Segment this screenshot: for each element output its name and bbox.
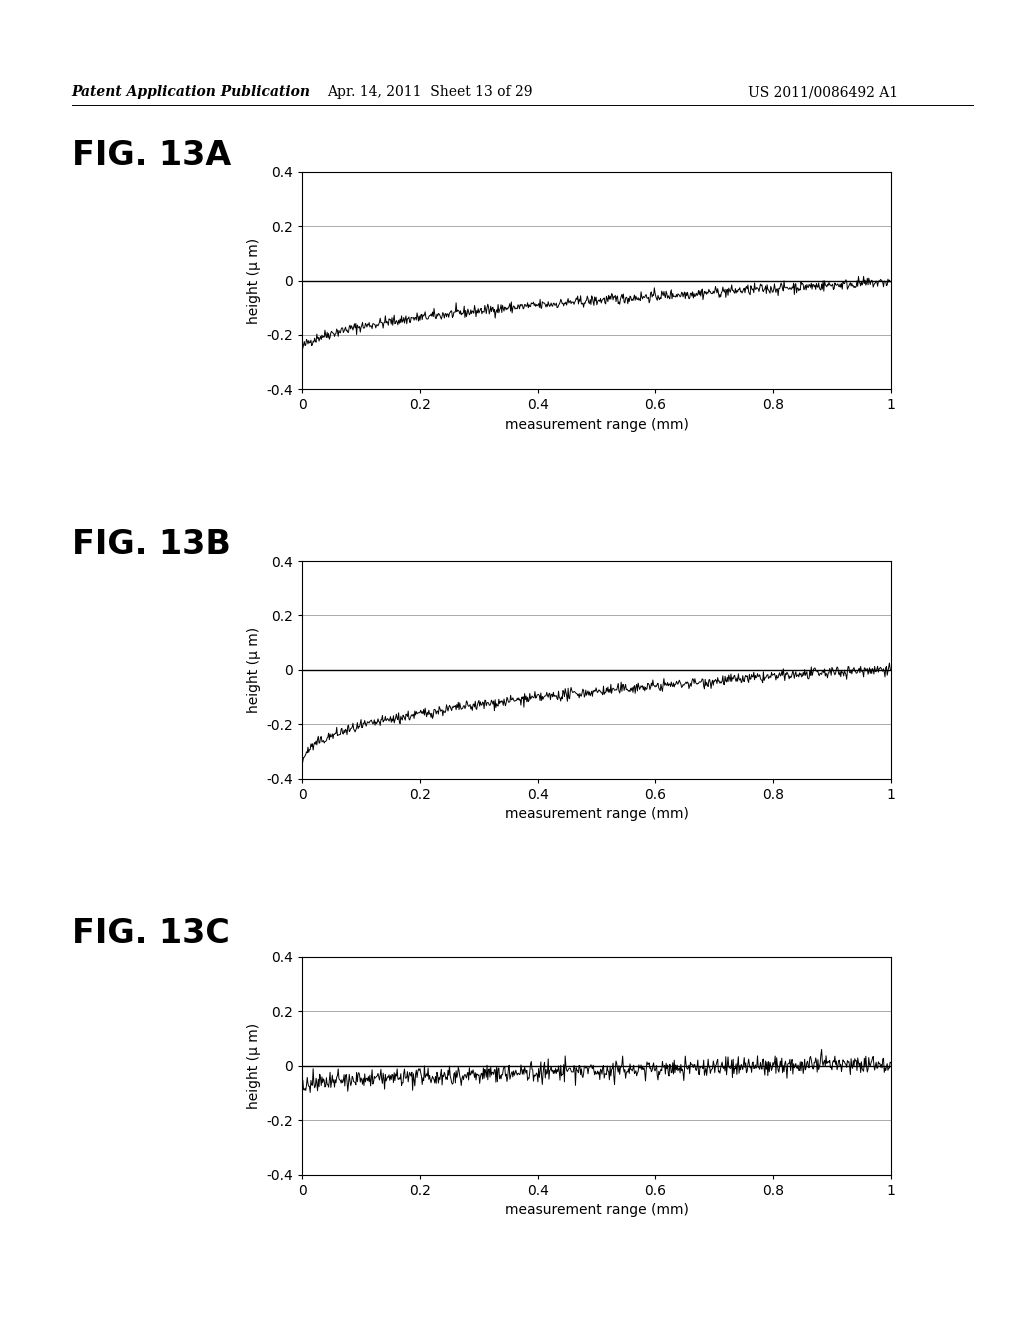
Y-axis label: height (μ m): height (μ m) [247, 627, 261, 713]
Text: FIG. 13A: FIG. 13A [72, 139, 231, 172]
X-axis label: measurement range (mm): measurement range (mm) [505, 1204, 688, 1217]
Text: Apr. 14, 2011  Sheet 13 of 29: Apr. 14, 2011 Sheet 13 of 29 [328, 84, 532, 99]
X-axis label: measurement range (mm): measurement range (mm) [505, 418, 688, 432]
Y-axis label: height (μ m): height (μ m) [247, 1023, 261, 1109]
Text: Patent Application Publication: Patent Application Publication [72, 84, 310, 99]
Y-axis label: height (μ m): height (μ m) [247, 238, 261, 323]
Text: FIG. 13B: FIG. 13B [72, 528, 230, 561]
X-axis label: measurement range (mm): measurement range (mm) [505, 808, 688, 821]
Text: US 2011/0086492 A1: US 2011/0086492 A1 [748, 84, 898, 99]
Text: FIG. 13C: FIG. 13C [72, 917, 229, 950]
